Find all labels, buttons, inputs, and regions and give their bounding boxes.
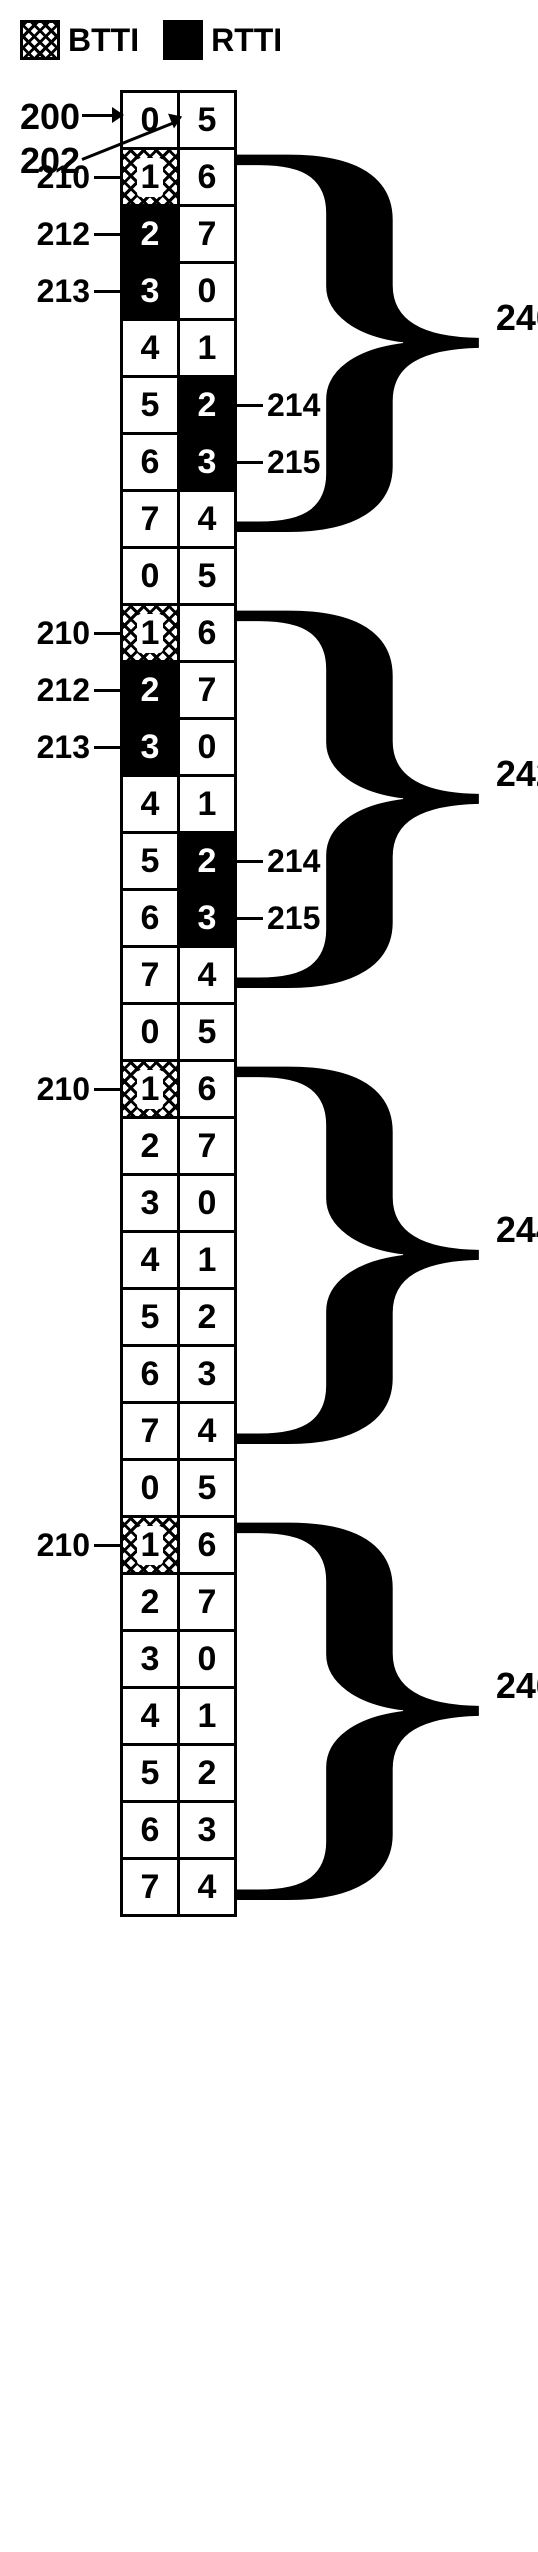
legend: BTTI RTTI: [20, 20, 520, 60]
brace-glyph: }: [159, 1048, 538, 1413]
btti-swatch: [20, 20, 60, 60]
callout-210: 210: [37, 1071, 90, 1108]
cell-value: 1: [137, 158, 164, 197]
callout-212: 212: [37, 672, 90, 709]
cell-value: 1: [137, 1526, 164, 1565]
brace-glyph: }: [159, 1504, 538, 1869]
cell-value: 1: [137, 614, 164, 653]
callout-213: 213: [37, 273, 90, 310]
brace-242: }242: [247, 546, 538, 1002]
track-label-200: 200: [20, 96, 80, 138]
callout-210: 210: [37, 615, 90, 652]
callout-212: 212: [37, 216, 90, 253]
brace-glyph: }: [159, 592, 538, 957]
cell-value: 1: [137, 1070, 164, 1109]
brace-244: }244: [247, 1002, 538, 1458]
callout-210: 210: [37, 1527, 90, 1564]
legend-rtti: RTTI: [163, 20, 282, 60]
track-label-202: 202: [20, 140, 80, 182]
legend-btti: BTTI: [20, 20, 139, 60]
brace-240: }240: [247, 90, 538, 546]
brace-246: }246: [247, 1458, 538, 1914]
timing-diagram: BTTI RTTI 012102212321345670121022123213…: [20, 20, 520, 1917]
legend-rtti-label: RTTI: [211, 22, 282, 59]
brace-glyph: }: [159, 136, 538, 501]
callout-213: 213: [37, 729, 90, 766]
legend-btti-label: BTTI: [68, 22, 139, 59]
rtti-swatch: [163, 20, 203, 60]
